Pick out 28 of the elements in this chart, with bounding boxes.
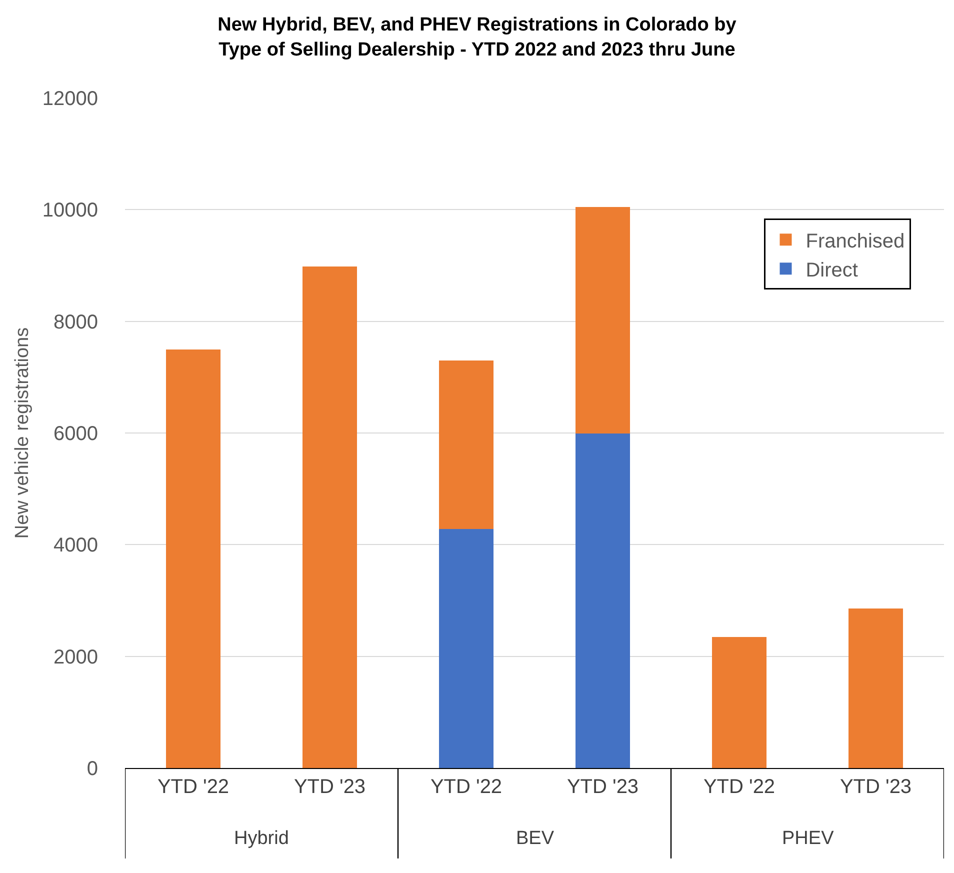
y-tick-label: 0: [86, 758, 98, 780]
x-tick-label: YTD '23: [294, 776, 366, 798]
bar: [575, 434, 630, 768]
x-tick-label: YTD '23: [840, 776, 912, 798]
bar: [712, 636, 767, 768]
y-axis-title: New vehicle registrations: [12, 327, 34, 539]
y-tick-label: 6000: [54, 423, 98, 445]
text: PHEV: [782, 828, 834, 849]
bar: [438, 360, 494, 530]
y-tick-label: 4000: [54, 534, 98, 557]
y-tick-label: 10000: [42, 200, 98, 222]
bar: [166, 349, 221, 768]
x-tick-label: YTD '22: [703, 776, 776, 798]
text: Hybrid: [234, 828, 289, 849]
y-tick-label: 12000: [42, 88, 98, 110]
bar: [438, 529, 494, 768]
bar: [575, 206, 630, 434]
y-tick-label: 8000: [54, 311, 98, 334]
text: BEV: [516, 828, 554, 849]
bar: [848, 608, 904, 768]
chart-title: New Hybrid, BEV, and PHEV Registrations in Colorado by Type of Selling Dealership - YTD 2022 and 2023 thru June: [218, 14, 737, 60]
x-tick-label: YTD '22: [430, 776, 502, 798]
bar: [302, 266, 358, 768]
x-tick-label: YTD '22: [157, 776, 230, 798]
x-tick-label: YTD '23: [566, 776, 639, 798]
legend-label: Franchised: [806, 230, 905, 252]
legend-label: Direct: [806, 259, 858, 282]
y-tick-label: 2000: [54, 646, 98, 668]
